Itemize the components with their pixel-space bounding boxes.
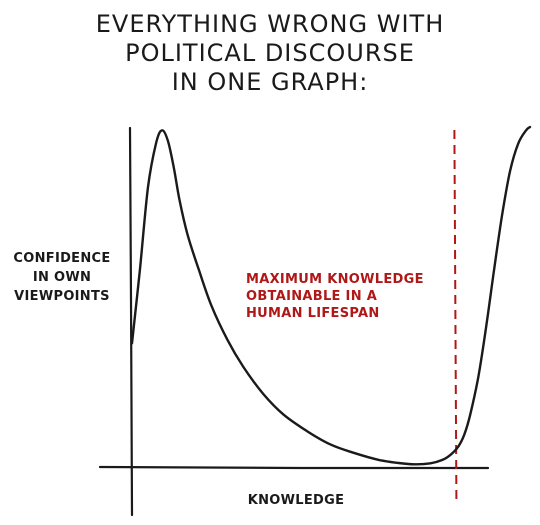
limit-annotation: MAXIMUM KNOWLEDGE OBTAINABLE IN A HUMAN …: [246, 272, 424, 321]
annotation-line-1: MAXIMUM KNOWLEDGE: [246, 272, 424, 287]
y-axis-label: CONFIDENCE IN OWN VIEWPOINTS: [13, 251, 110, 304]
x-axis: [100, 467, 488, 468]
x-axis-label: KNOWLEDGE: [248, 493, 345, 508]
maximum-knowledge-line: [454, 130, 456, 500]
chart-title: EVERYTHING WRONG WITH POLITICAL DISCOURS…: [96, 10, 445, 96]
title-line-2: POLITICAL DISCOURSE: [125, 39, 415, 67]
title-line-3: IN ONE GRAPH:: [172, 68, 369, 96]
y-axis-label-line-2: IN OWN: [33, 270, 91, 285]
annotation-line-2: OBTAINABLE IN A: [246, 289, 377, 304]
y-axis-label-line-1: CONFIDENCE: [13, 251, 110, 266]
y-axis: [130, 128, 132, 515]
title-line-1: EVERYTHING WRONG WITH: [96, 10, 445, 38]
annotation-line-3: HUMAN LIFESPAN: [246, 306, 380, 321]
y-axis-label-line-3: VIEWPOINTS: [14, 289, 110, 304]
